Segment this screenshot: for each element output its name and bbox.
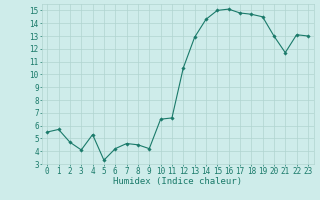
X-axis label: Humidex (Indice chaleur): Humidex (Indice chaleur) <box>113 177 242 186</box>
